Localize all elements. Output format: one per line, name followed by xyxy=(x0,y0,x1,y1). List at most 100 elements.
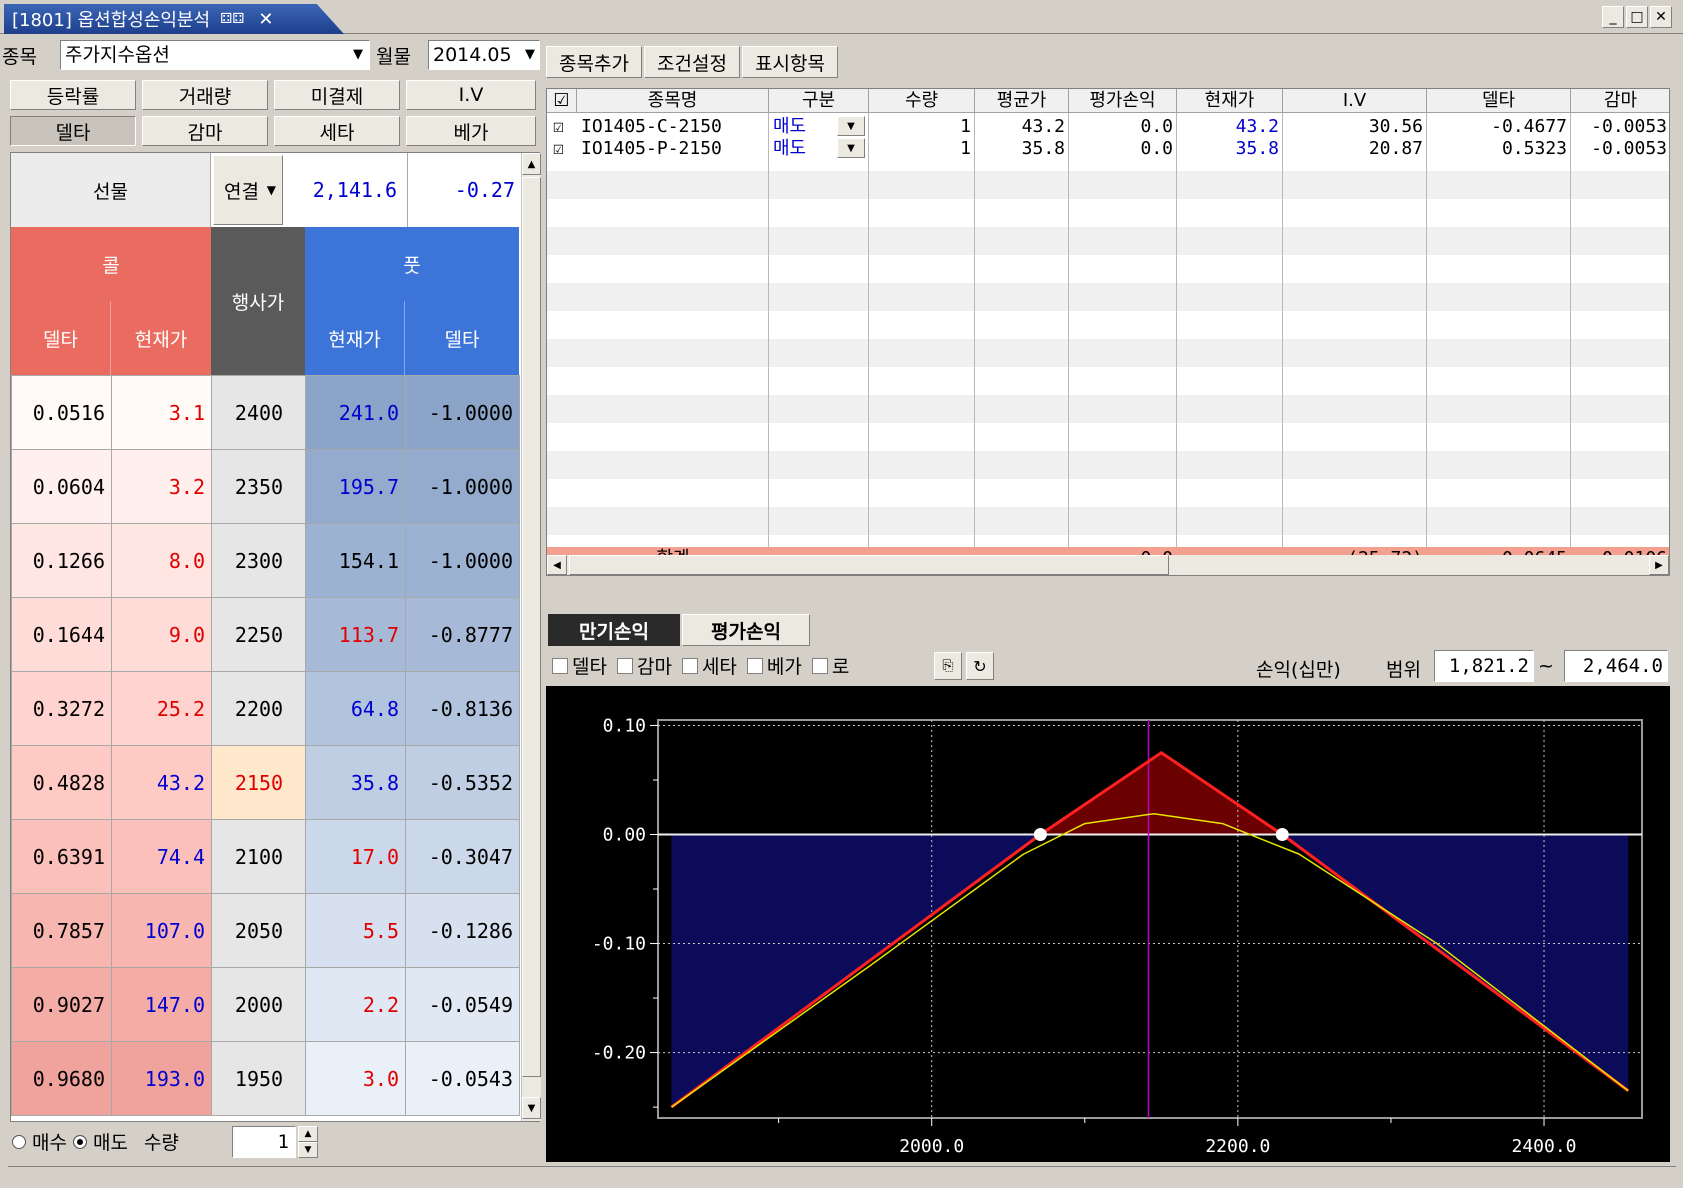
strike-cell[interactable]: 2300 xyxy=(211,523,306,598)
chevron-down-icon[interactable]: ▼ xyxy=(353,47,363,62)
call-price-cell[interactable]: 147.0 xyxy=(111,967,212,1042)
scroll-right-icon[interactable]: ▶ xyxy=(1649,555,1669,575)
option-chain-row[interactable]: 0.1266 8.0 2300 154.1 -1.0000 xyxy=(11,523,520,598)
option-chain-row[interactable]: 0.9027 147.0 2000 2.2 -0.0549 xyxy=(11,967,520,1042)
scroll-thumb[interactable] xyxy=(522,177,541,1077)
call-price-cell[interactable]: 3.2 xyxy=(111,449,212,524)
strike-cell[interactable]: 2050 xyxy=(211,893,306,968)
col-qty[interactable]: 수량 xyxy=(869,89,975,113)
option-chain-row[interactable]: 0.0516 3.1 2400 241.0 -1.0000 xyxy=(11,375,520,450)
call-price-cell[interactable]: 25.2 xyxy=(111,671,212,746)
col-gamma[interactable]: 감마 xyxy=(1571,89,1669,113)
put-price-cell[interactable]: 64.8 xyxy=(305,671,406,746)
call-price-cell[interactable]: 3.1 xyxy=(111,375,212,450)
option-chain-row[interactable]: 0.1644 9.0 2250 113.7 -0.8777 xyxy=(11,597,520,672)
close-tab-icon[interactable]: ✕ xyxy=(258,8,274,30)
col-current[interactable]: 현재가 xyxy=(1177,89,1283,113)
call-delta-cell[interactable]: 0.1644 xyxy=(11,597,112,672)
minimize-button[interactable]: _ xyxy=(1602,6,1624,28)
put-price-cell[interactable]: 113.7 xyxy=(305,597,406,672)
col-pnl[interactable]: 평가손익 xyxy=(1069,89,1177,113)
strike-cell[interactable]: 2100 xyxy=(211,819,306,894)
position-checkbox[interactable]: ☑ xyxy=(553,116,564,137)
tab-volume[interactable]: 거래량 xyxy=(142,80,268,110)
call-delta-cell[interactable]: 0.0604 xyxy=(11,449,112,524)
strike-cell[interactable]: 2200 xyxy=(211,671,306,746)
rho-checkbox[interactable]: 로 xyxy=(811,652,849,679)
put-delta-cell[interactable]: -0.1286 xyxy=(405,893,520,968)
strike-cell[interactable]: 2350 xyxy=(211,449,306,524)
option-chain-row[interactable]: 0.7857 107.0 2050 5.5 -0.1286 xyxy=(11,893,520,968)
h-scroll-thumb[interactable] xyxy=(569,555,1169,575)
call-price-cell[interactable]: 43.2 xyxy=(111,745,212,820)
option-chain-row[interactable]: 0.9680 193.0 1950 3.0 -0.0543 xyxy=(11,1041,520,1116)
tab-change-rate[interactable]: 등락률 xyxy=(10,80,136,110)
put-delta-cell[interactable]: -0.5352 xyxy=(405,745,520,820)
call-price-cell[interactable]: 107.0 xyxy=(111,893,212,968)
item-select[interactable]: 주가지수옵션 ▼ xyxy=(60,40,370,70)
sell-radio[interactable] xyxy=(72,1134,87,1149)
range-to-input[interactable]: 2,464.0 xyxy=(1564,650,1668,682)
tab-iv[interactable]: I.V xyxy=(406,80,536,110)
add-item-button[interactable]: 종목추가 xyxy=(546,46,642,78)
put-delta-cell[interactable]: -0.0549 xyxy=(405,967,520,1042)
option-chain-row[interactable]: 0.0604 3.2 2350 195.7 -1.0000 xyxy=(11,449,520,524)
select-all-checkbox[interactable]: ☑ xyxy=(547,89,577,113)
call-delta-cell[interactable]: 0.6391 xyxy=(11,819,112,894)
scroll-up-icon[interactable]: ▲ xyxy=(522,153,541,175)
copy-icon[interactable]: ⎘ xyxy=(934,652,962,680)
qty-down-icon[interactable]: ▼ xyxy=(298,1142,318,1158)
put-delta-cell[interactable]: -1.0000 xyxy=(405,449,520,524)
col-delta[interactable]: 델타 xyxy=(1427,89,1571,113)
side-dropdown-icon[interactable]: ▼ xyxy=(837,138,865,158)
month-select[interactable]: 2014.05 ▼ xyxy=(428,40,540,70)
strike-cell[interactable]: 2000 xyxy=(211,967,306,1042)
position-checkbox[interactable]: ☑ xyxy=(553,138,564,159)
call-price-cell[interactable]: 9.0 xyxy=(111,597,212,672)
call-delta-cell[interactable]: 0.9027 xyxy=(11,967,112,1042)
delta-checkbox[interactable]: 델타 xyxy=(552,652,607,679)
vega-checkbox[interactable]: 베가 xyxy=(746,652,802,679)
tab-gamma[interactable]: 감마 xyxy=(142,116,268,146)
call-price-cell[interactable]: 74.4 xyxy=(111,819,212,894)
display-items-button[interactable]: 표시항목 xyxy=(742,46,838,78)
buy-radio[interactable] xyxy=(12,1134,26,1149)
qty-up-icon[interactable]: ▲ xyxy=(298,1126,318,1142)
put-price-cell[interactable]: 195.7 xyxy=(305,449,406,524)
put-delta-cell[interactable]: -1.0000 xyxy=(405,375,520,450)
gamma-checkbox[interactable]: 감마 xyxy=(616,652,672,679)
put-delta-cell[interactable]: -0.8136 xyxy=(405,671,520,746)
strike-cell[interactable]: 2250 xyxy=(211,597,306,672)
link-icon[interactable]: ⚃⚃ xyxy=(220,11,245,27)
put-delta-cell[interactable]: -1.0000 xyxy=(405,523,520,598)
link-select[interactable]: 연결 ▼ xyxy=(213,155,283,225)
call-delta-cell[interactable]: 0.3272 xyxy=(11,671,112,746)
vertical-scrollbar[interactable]: ▲ ▼ xyxy=(521,153,541,1121)
strike-cell[interactable]: 1950 xyxy=(211,1041,306,1116)
call-delta-cell[interactable]: 0.4828 xyxy=(11,745,112,820)
call-price-cell[interactable]: 193.0 xyxy=(111,1041,212,1116)
scroll-left-icon[interactable]: ◀ xyxy=(547,555,567,575)
put-price-cell[interactable]: 3.0 xyxy=(305,1041,406,1116)
maximize-button[interactable]: □ xyxy=(1626,6,1648,28)
tab-theta[interactable]: 세타 xyxy=(274,116,400,146)
put-price-cell[interactable]: 17.0 xyxy=(305,819,406,894)
strike-cell[interactable]: 2400 xyxy=(211,375,306,450)
theta-checkbox[interactable]: 세타 xyxy=(681,652,737,679)
range-from-input[interactable]: 1,821.2 xyxy=(1434,650,1534,682)
scroll-down-icon[interactable]: ▼ xyxy=(522,1097,541,1119)
close-button[interactable]: ✕ xyxy=(1650,6,1672,28)
col-name[interactable]: 종목명 xyxy=(577,89,769,113)
qty-input[interactable]: 1 xyxy=(232,1126,296,1158)
window-tab[interactable]: [1801] 옵션합성손익분석 ⚃⚃ ✕ xyxy=(4,4,344,34)
option-chain-row[interactable]: 0.3272 25.2 2200 64.8 -0.8136 xyxy=(11,671,520,746)
side-dropdown-icon[interactable]: ▼ xyxy=(837,116,865,136)
tab-eval-pnl[interactable]: 평가손익 xyxy=(682,614,810,646)
condition-button[interactable]: 조건설정 xyxy=(644,46,740,78)
tab-delta[interactable]: 델타 xyxy=(10,116,136,146)
position-row[interactable]: ☑ IO1405-P-2150 매도 1 35.8 0.0 35.8 20.87 0.5323 -… xyxy=(547,137,1669,159)
chevron-down-icon[interactable]: ▼ xyxy=(525,47,535,62)
put-price-cell[interactable]: 35.8 xyxy=(305,745,406,820)
put-price-cell[interactable]: 5.5 xyxy=(305,893,406,968)
horizontal-scrollbar[interactable]: ◀ ▶ xyxy=(547,555,1669,575)
